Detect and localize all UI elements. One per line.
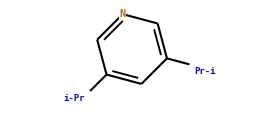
Text: N: N bbox=[120, 9, 126, 19]
Text: i-Pr: i-Pr bbox=[63, 94, 85, 103]
Text: Pr-i: Pr-i bbox=[195, 67, 216, 76]
